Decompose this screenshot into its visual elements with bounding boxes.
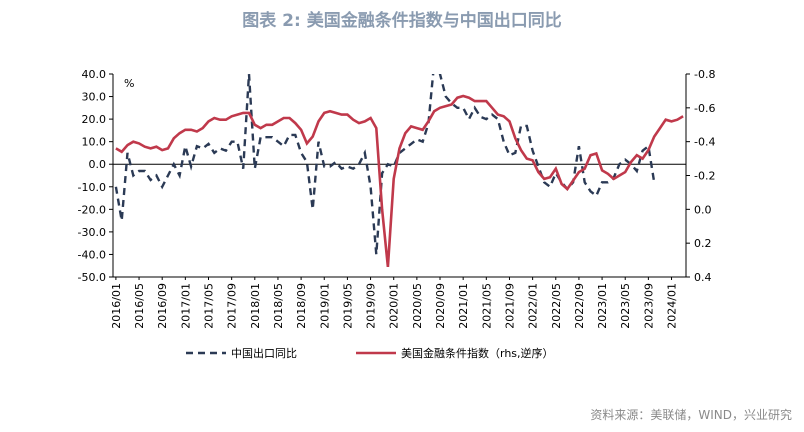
left-tick-label: 20.0 <box>82 113 107 126</box>
right-tick-label: -0.8 <box>694 68 715 81</box>
x-tick-label: 2017/01 <box>179 283 192 329</box>
x-tick-label: 2019/05 <box>341 283 354 329</box>
right-tick-label: -0.6 <box>694 102 715 115</box>
x-tick-label: 2020/09 <box>434 283 447 329</box>
right-tick-label: 0.0 <box>694 203 712 216</box>
x-tick-label: 2017/05 <box>203 283 216 329</box>
x-tick-label: 2021/05 <box>480 283 493 329</box>
x-tick-label: 2018/09 <box>295 283 308 329</box>
x-tick-label: 2017/09 <box>226 283 239 329</box>
x-tick-label: 2019/09 <box>365 283 378 329</box>
legend-label-fci: 美国金融条件指数（rhs,逆序） <box>401 346 554 360</box>
x-tick-label: 2022/05 <box>550 283 563 329</box>
left-tick-label: 0.0 <box>89 158 107 171</box>
x-tick-label: 2020/05 <box>411 283 424 329</box>
right-tick-label: -0.4 <box>694 136 715 149</box>
source-note: 资料来源：美联储，WIND，兴业研究 <box>590 408 792 422</box>
x-tick-label: 2024/01 <box>666 283 679 329</box>
left-tick-label: -50.0 <box>78 271 106 284</box>
right-tick-label: -0.2 <box>694 170 715 183</box>
axes-group: 40.0 30.0 20.0 10.0 0.0 -10.0 -20.0 -30.0 -40.0 -… <box>78 68 716 329</box>
x-tick-label: 2023/05 <box>619 283 632 329</box>
x-tick-label: 2023/09 <box>642 283 655 329</box>
legend-group: 中国出口同比 美国金融条件指数（rhs,逆序） <box>186 346 554 360</box>
x-tick-label: 2016/05 <box>133 283 146 329</box>
left-axis-unit: % <box>124 77 134 90</box>
x-tick-label: 2023/01 <box>596 283 609 329</box>
x-tick-label: 2022/01 <box>527 283 540 329</box>
x-tick-label: 2020/01 <box>388 283 401 329</box>
left-tick-label: 40.0 <box>82 68 107 81</box>
x-tick-label: 2022/09 <box>573 283 586 329</box>
left-tick-label: -30.0 <box>78 226 106 239</box>
left-tick-label: 10.0 <box>82 136 107 149</box>
x-tick-label: 2018/01 <box>249 283 262 329</box>
x-tick-label: 2016/01 <box>110 283 123 329</box>
left-tick-label: 30.0 <box>82 91 107 104</box>
legend-label-export: 中国出口同比 <box>231 346 297 360</box>
x-tick-label: 2021/01 <box>457 283 470 329</box>
x-tick-label: 2016/09 <box>156 283 169 329</box>
right-tick-label: 0.2 <box>694 237 712 250</box>
x-tick-label: 2021/09 <box>503 283 516 329</box>
left-tick-label: -20.0 <box>78 203 106 216</box>
x-tick-label: 2019/01 <box>318 283 331 329</box>
chart-title: 图表 2: 美国金融条件指数与中国出口同比 <box>242 11 562 31</box>
right-tick-label: 0.4 <box>694 271 712 284</box>
x-tick-label: 2018/05 <box>272 283 285 329</box>
left-tick-label: -40.0 <box>78 248 106 261</box>
left-tick-label: -10.0 <box>78 181 106 194</box>
series-line-fci <box>115 94 684 268</box>
series-group <box>114 74 684 268</box>
